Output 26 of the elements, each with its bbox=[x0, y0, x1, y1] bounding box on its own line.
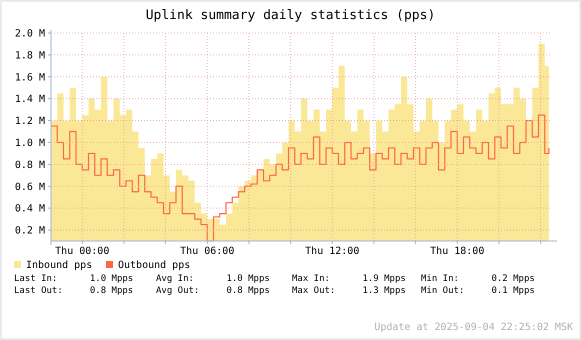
text: Avg In: 1.0 Mpps bbox=[156, 274, 270, 284]
x-tick-label: Thu 06:00 bbox=[180, 246, 234, 257]
x-tick-label: Thu 00:00 bbox=[55, 246, 110, 257]
y-tick-label: 1.2 M bbox=[14, 116, 45, 128]
y-tick-label: 1.8 M bbox=[14, 50, 45, 62]
y-tick-label: 1.4 M bbox=[14, 94, 45, 106]
y-tick-label: 2.0 M bbox=[14, 28, 45, 40]
text: Last In: 1.0 Mpps bbox=[14, 274, 134, 284]
text: Avg Out: 0.8 Mpps bbox=[156, 286, 270, 296]
text: Min Out: 0.1 Mpps bbox=[421, 286, 535, 296]
legend-label: Inbound pps bbox=[26, 260, 92, 271]
text: Max In: 1.9 Mpps bbox=[292, 274, 406, 284]
text: Update at 2025-09-04 22:25:02 MSK bbox=[374, 322, 573, 333]
text: Min In: 0.2 Mpps bbox=[421, 274, 535, 284]
text: Max Out: 1.3 Mpps bbox=[292, 286, 406, 296]
y-tick-label: 0.4 M bbox=[14, 204, 45, 215]
x-tick-label: Thu 18:00 bbox=[430, 246, 484, 257]
legend-label: Outbound pps bbox=[118, 260, 190, 271]
x-tick-label: Thu 12:00 bbox=[305, 246, 360, 257]
y-tick-label: 0.2 M bbox=[14, 226, 45, 237]
text: Last Out: 0.8 Mpps bbox=[14, 286, 134, 296]
y-tick-label: 0.6 M bbox=[14, 182, 45, 193]
y-tick-label: 1.0 M bbox=[14, 138, 45, 149]
chart-title: Uplink summary daily statistics (pps) bbox=[146, 8, 436, 23]
y-tick-label: 0.8 M bbox=[14, 160, 45, 171]
y-tick-label: 1.6 M bbox=[14, 72, 45, 84]
